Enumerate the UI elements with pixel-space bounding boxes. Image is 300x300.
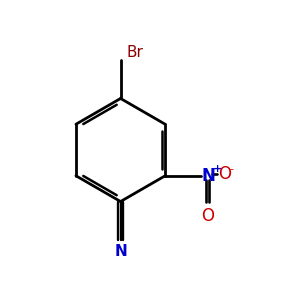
Text: O: O xyxy=(201,207,214,225)
Text: N: N xyxy=(202,167,216,185)
Text: +: + xyxy=(213,164,222,174)
Text: Br: Br xyxy=(126,45,143,60)
Text: N: N xyxy=(114,244,127,259)
Text: -: - xyxy=(230,164,233,174)
Text: O: O xyxy=(218,165,231,183)
